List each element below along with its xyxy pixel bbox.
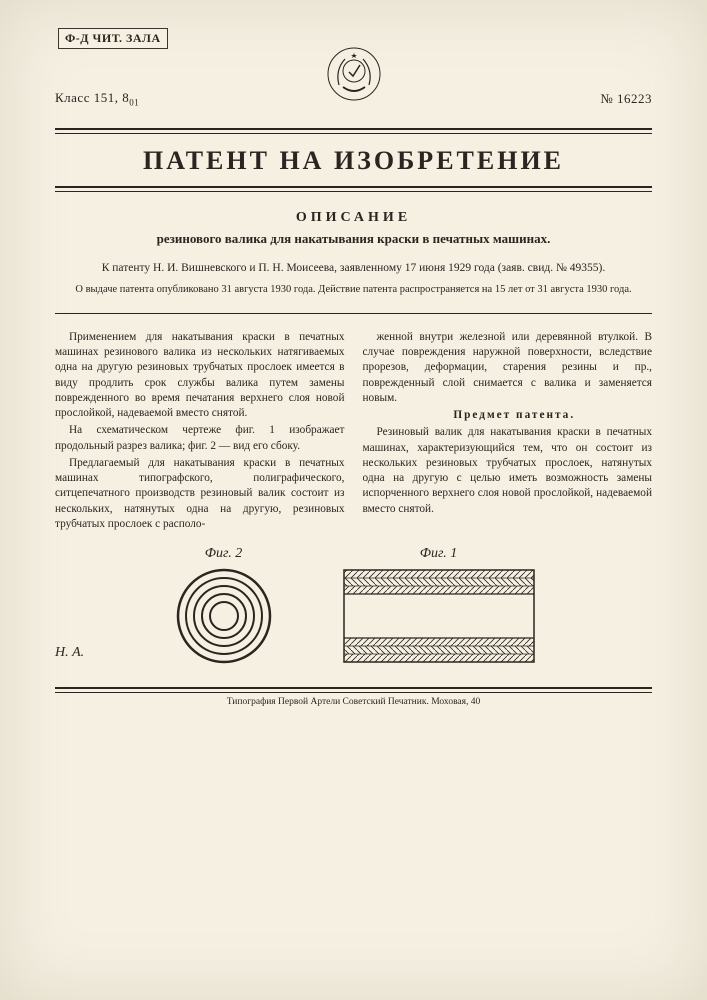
patent-page: Ф-Д ЧИТ. ЗАЛА Класс 151, 801 № 16223 ПАТ…	[0, 0, 707, 1000]
patent-number: № 16223	[600, 91, 652, 107]
no-value: 16223	[617, 91, 652, 106]
fig2-label: Фиг. 2	[169, 546, 279, 562]
footer-rule	[55, 687, 652, 693]
para-1: Применением для накатывания краски в печ…	[55, 330, 345, 422]
description-heading: ОПИСАНИЕ	[55, 210, 652, 226]
para-3: Предлагаемый для накатывания краски в пе…	[55, 456, 345, 532]
printer-footer: Типография Первой Артели Советский Печат…	[55, 697, 652, 707]
separator	[55, 313, 652, 314]
claim-text: Резиновый валик для накатывания краски в…	[363, 425, 653, 517]
para-2: На схематическом чертеже фиг. 1 изобража…	[55, 423, 345, 454]
main-title: ПАТЕНТ НА ИЗОБРЕТЕНИЕ	[55, 146, 652, 176]
rule-bottom	[55, 186, 652, 192]
state-emblem	[325, 45, 383, 108]
no-label: №	[600, 91, 613, 106]
column-right: женной внутри железной или деревянной вт…	[363, 330, 653, 534]
figure-1: Фиг. 1	[339, 546, 539, 671]
klass-value: 151, 8	[94, 90, 130, 105]
fig2-svg	[169, 566, 279, 666]
initials: Н. А.	[55, 645, 84, 661]
column-left: Применением для накатывания краски в печ…	[55, 330, 345, 534]
fig1-label: Фиг. 1	[339, 546, 539, 562]
fig1-svg	[339, 566, 539, 666]
claim-heading: Предмет патента.	[363, 408, 653, 423]
body-columns: Применением для накатывания краски в печ…	[55, 330, 652, 534]
issue-line: О выдаче патента опубликовано 31 августа…	[55, 283, 652, 297]
rule-top	[55, 128, 652, 134]
figures-row: Н. А. Фиг. 2 Фиг. 1	[55, 546, 652, 671]
library-stamp: Ф-Д ЧИТ. ЗАЛА	[58, 28, 168, 49]
class-label: Класс 151, 801	[55, 90, 139, 108]
figure-2: Фиг. 2	[169, 546, 279, 671]
para-4: женной внутри железной или деревянной вт…	[363, 330, 653, 406]
klass-word: Класс	[55, 90, 90, 105]
applicant-line: К патенту Н. И. Вишневского и П. Н. Моис…	[55, 261, 652, 277]
invention-subject: резинового валика для накатывания краски…	[55, 230, 652, 248]
klass-sub: 01	[129, 98, 139, 108]
